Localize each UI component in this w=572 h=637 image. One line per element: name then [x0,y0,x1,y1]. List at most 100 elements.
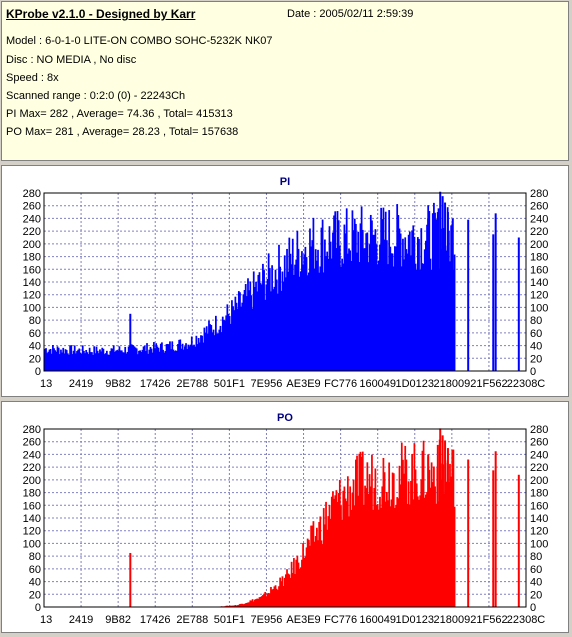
po-y-tick-right: 260 [530,437,548,449]
po-y-tick-left: 0 [35,602,41,614]
pi-y-tick-left: 0 [35,366,41,378]
pi-y-tick-left: 120 [23,290,41,302]
po-y-tick-right: 120 [530,526,548,538]
po-x-tick-label: 22308C [507,614,546,626]
pi-spike [129,314,131,371]
po-x-tick-label: 218009 [433,614,470,626]
po-spike [447,448,449,607]
pi-y-tick-right: 160 [530,264,548,276]
pi-spike [444,203,446,371]
pi-y-tick-left: 180 [23,252,41,264]
po-x-tick-label: 501F1 [214,614,245,626]
pi-x-tick-label: 9B82 [105,378,131,390]
pi-x-tick-label: 7E956 [251,378,283,390]
po-spike [452,461,454,607]
pi-spike [452,218,454,371]
po-y-tick-left: 280 [23,424,41,436]
pi-x-tick-label: AE3E9 [286,378,320,390]
pi-spike [427,218,429,371]
pi-x-tick-label: 13 [40,378,52,390]
pi-y-tick-right: 80 [530,315,542,327]
scan-date: Date : 2005/02/11 2:59:39 [287,8,413,20]
pi-x-tick-label: 160049 [359,378,396,390]
scanned-range-line: Scanned range : 0:2:0 (0) - 22243Ch [6,90,185,102]
po-spike [518,475,520,607]
po-y-tick-left: 60 [29,564,41,576]
pi-chart-title: PI [280,176,290,188]
po-y-tick-left: 220 [23,462,41,474]
po-y-tick-left: 180 [23,488,41,500]
disc-line: Disc : NO MEDIA , No disc [6,54,136,66]
pi-y-tick-left: 280 [23,188,41,200]
po-y-tick-left: 260 [23,437,41,449]
po-spike [495,451,497,607]
pi-y-tick-right: 40 [530,341,542,353]
po-spike [444,440,446,607]
pi-y-tick-right: 240 [530,213,548,225]
po-y-tick-left: 120 [23,526,41,538]
pi-y-tick-right: 20 [530,353,542,365]
po-x-tick-label: 160049 [359,614,396,626]
pi-y-tick-left: 200 [23,239,41,251]
pi-y-tick-left: 80 [29,315,41,327]
po-x-tick-label: 9B82 [105,614,131,626]
po-y-tick-left: 200 [23,475,41,487]
pi-y-tick-right: 180 [530,252,548,264]
po-x-tick-label: 2419 [69,614,93,626]
pi-y-tick-right: 140 [530,277,548,289]
po-spike [439,428,441,607]
pi-y-tick-left: 260 [23,201,41,213]
pi-y-tick-right: 100 [530,302,548,314]
pi-spike [442,196,444,371]
po-x-tick-label: 7E956 [251,614,283,626]
pi-y-tick-left: 160 [23,264,41,276]
pi-spike [492,234,494,371]
po-spike [427,454,429,607]
pi-y-tick-right: 120 [530,290,548,302]
pi-y-tick-right: 60 [530,328,542,340]
pi-y-tick-left: 220 [23,226,41,238]
app-title: KProbe v2.1.0 - Designed by Karr [6,7,195,21]
pi-bar [454,254,456,371]
speed-line: Speed : 8x [6,72,59,84]
pi-x-tick-label: 17426 [140,378,171,390]
pi-y-tick-left: 240 [23,213,41,225]
model-line: Model : 6-0-1-0 LITE-ON COMBO SOHC-5232K… [6,35,273,47]
po-x-tick-label: 2E788 [176,614,208,626]
pi-y-tick-left: 140 [23,277,41,289]
pi-spike [437,212,439,371]
po-x-tick-label: 21F562 [470,614,507,626]
pi-y-tick-left: 20 [29,353,41,365]
po-y-tick-right: 220 [530,462,548,474]
pi-x-tick-label: 2419 [69,378,93,390]
po-x-tick-label: AE3E9 [286,614,320,626]
po-y-tick-left: 40 [29,577,41,589]
po-y-tick-right: 200 [530,475,548,487]
po-spike [437,445,439,607]
po-y-tick-right: 100 [530,538,548,550]
pi-spike [467,220,469,371]
pi-y-tick-right: 280 [530,188,548,200]
pi-y-tick-right: 200 [530,239,548,251]
po-y-tick-right: 60 [530,564,542,576]
pi-spike [495,213,497,371]
po-x-tick-label: 1D0123 [395,614,434,626]
pi-y-tick-right: 220 [530,226,548,238]
po-spike [129,553,131,607]
po-spike [492,470,494,607]
po-y-tick-right: 180 [530,488,548,500]
po-y-tick-right: 280 [530,424,548,436]
po-y-tick-right: 140 [530,513,548,525]
pi-x-tick-label: 2E788 [176,378,208,390]
pi-y-tick-left: 60 [29,328,41,340]
pi-x-tick-label: 22308C [507,378,546,390]
pi-x-tick-label: 218009 [433,378,470,390]
pi-x-tick-label: 1D0123 [395,378,434,390]
po-x-tick-label: FC776 [324,614,357,626]
po-y-tick-left: 20 [29,589,41,601]
pi-y-tick-right: 260 [530,201,548,213]
pi-spike [518,238,520,372]
